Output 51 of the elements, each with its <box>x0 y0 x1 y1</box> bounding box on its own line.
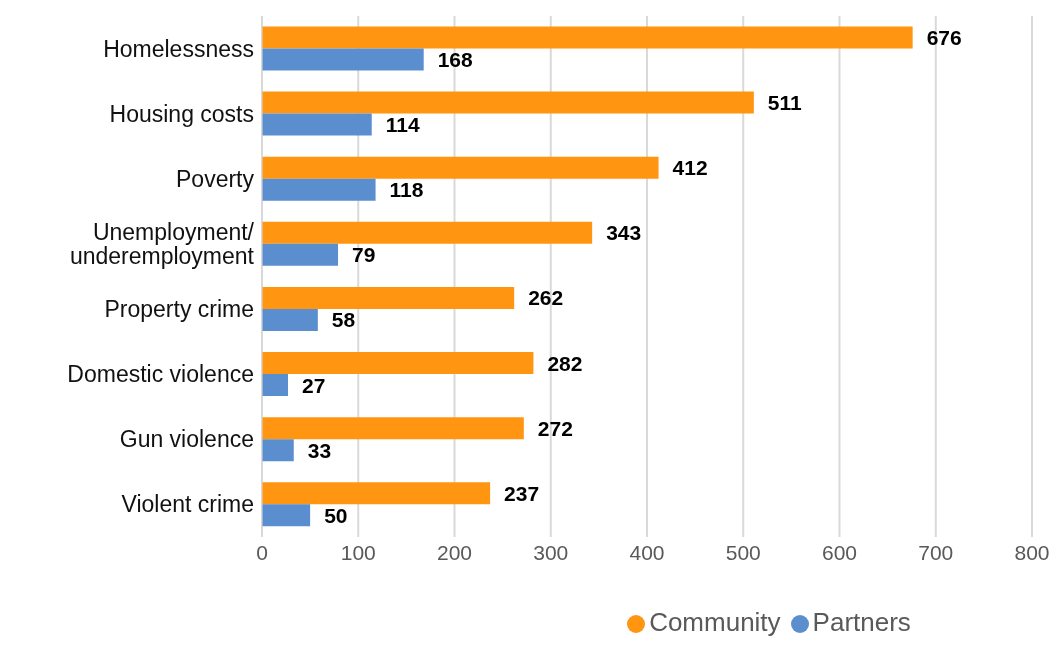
x-tick-label: 600 <box>821 540 858 564</box>
bar <box>262 113 372 136</box>
bar <box>262 26 913 49</box>
y-tick-label: Homelessness <box>103 35 254 62</box>
bar <box>262 91 754 114</box>
data-label: 114 <box>385 113 420 136</box>
legend-label: Partners <box>812 607 911 637</box>
bar <box>262 48 424 71</box>
data-label: 676 <box>926 25 962 49</box>
y-tick-label: Property crime <box>104 296 254 323</box>
bar <box>262 482 491 505</box>
y-tick-label: Violent crime <box>121 491 254 518</box>
data-label: 412 <box>672 156 708 180</box>
x-tick-label: 300 <box>533 540 569 564</box>
y-tick-label: Poverty <box>176 165 255 192</box>
bar <box>262 504 311 527</box>
bar <box>262 374 288 397</box>
x-tick-label: 400 <box>629 540 665 564</box>
x-tick-label: 700 <box>918 540 954 564</box>
bar <box>262 178 376 201</box>
bar <box>262 221 593 244</box>
data-label: 282 <box>547 351 583 375</box>
bar <box>262 156 659 179</box>
legend-label: Community <box>649 607 781 637</box>
bar <box>262 439 294 462</box>
x-tick-label: 500 <box>725 540 761 564</box>
data-label: 27 <box>301 373 326 397</box>
data-label: 79 <box>352 243 376 267</box>
bar <box>262 352 534 375</box>
data-label: 511 <box>767 91 803 114</box>
y-tick-label: Domestic violence <box>67 361 254 388</box>
bar <box>262 417 524 440</box>
data-label: 50 <box>324 503 348 527</box>
y-tick-label: Unemployment/underemployment <box>69 218 255 269</box>
bar <box>262 308 318 331</box>
x-tick-label: 800 <box>1014 540 1050 564</box>
data-label: 58 <box>331 308 356 332</box>
bar <box>262 286 515 309</box>
data-label: 237 <box>504 481 540 505</box>
y-tick-label: Housing costs <box>109 100 254 127</box>
data-label: 33 <box>307 438 332 462</box>
data-label: 272 <box>537 416 573 440</box>
x-tick-label: 200 <box>436 540 473 564</box>
y-tick-label: Gun violence <box>119 426 254 453</box>
data-label: 343 <box>606 221 642 245</box>
data-label: 262 <box>528 286 564 310</box>
data-label: 168 <box>437 47 474 71</box>
x-tick-label: 0 <box>256 540 268 564</box>
x-tick-label: 100 <box>340 540 376 564</box>
data-label: 118 <box>389 178 424 202</box>
bar <box>262 243 339 266</box>
